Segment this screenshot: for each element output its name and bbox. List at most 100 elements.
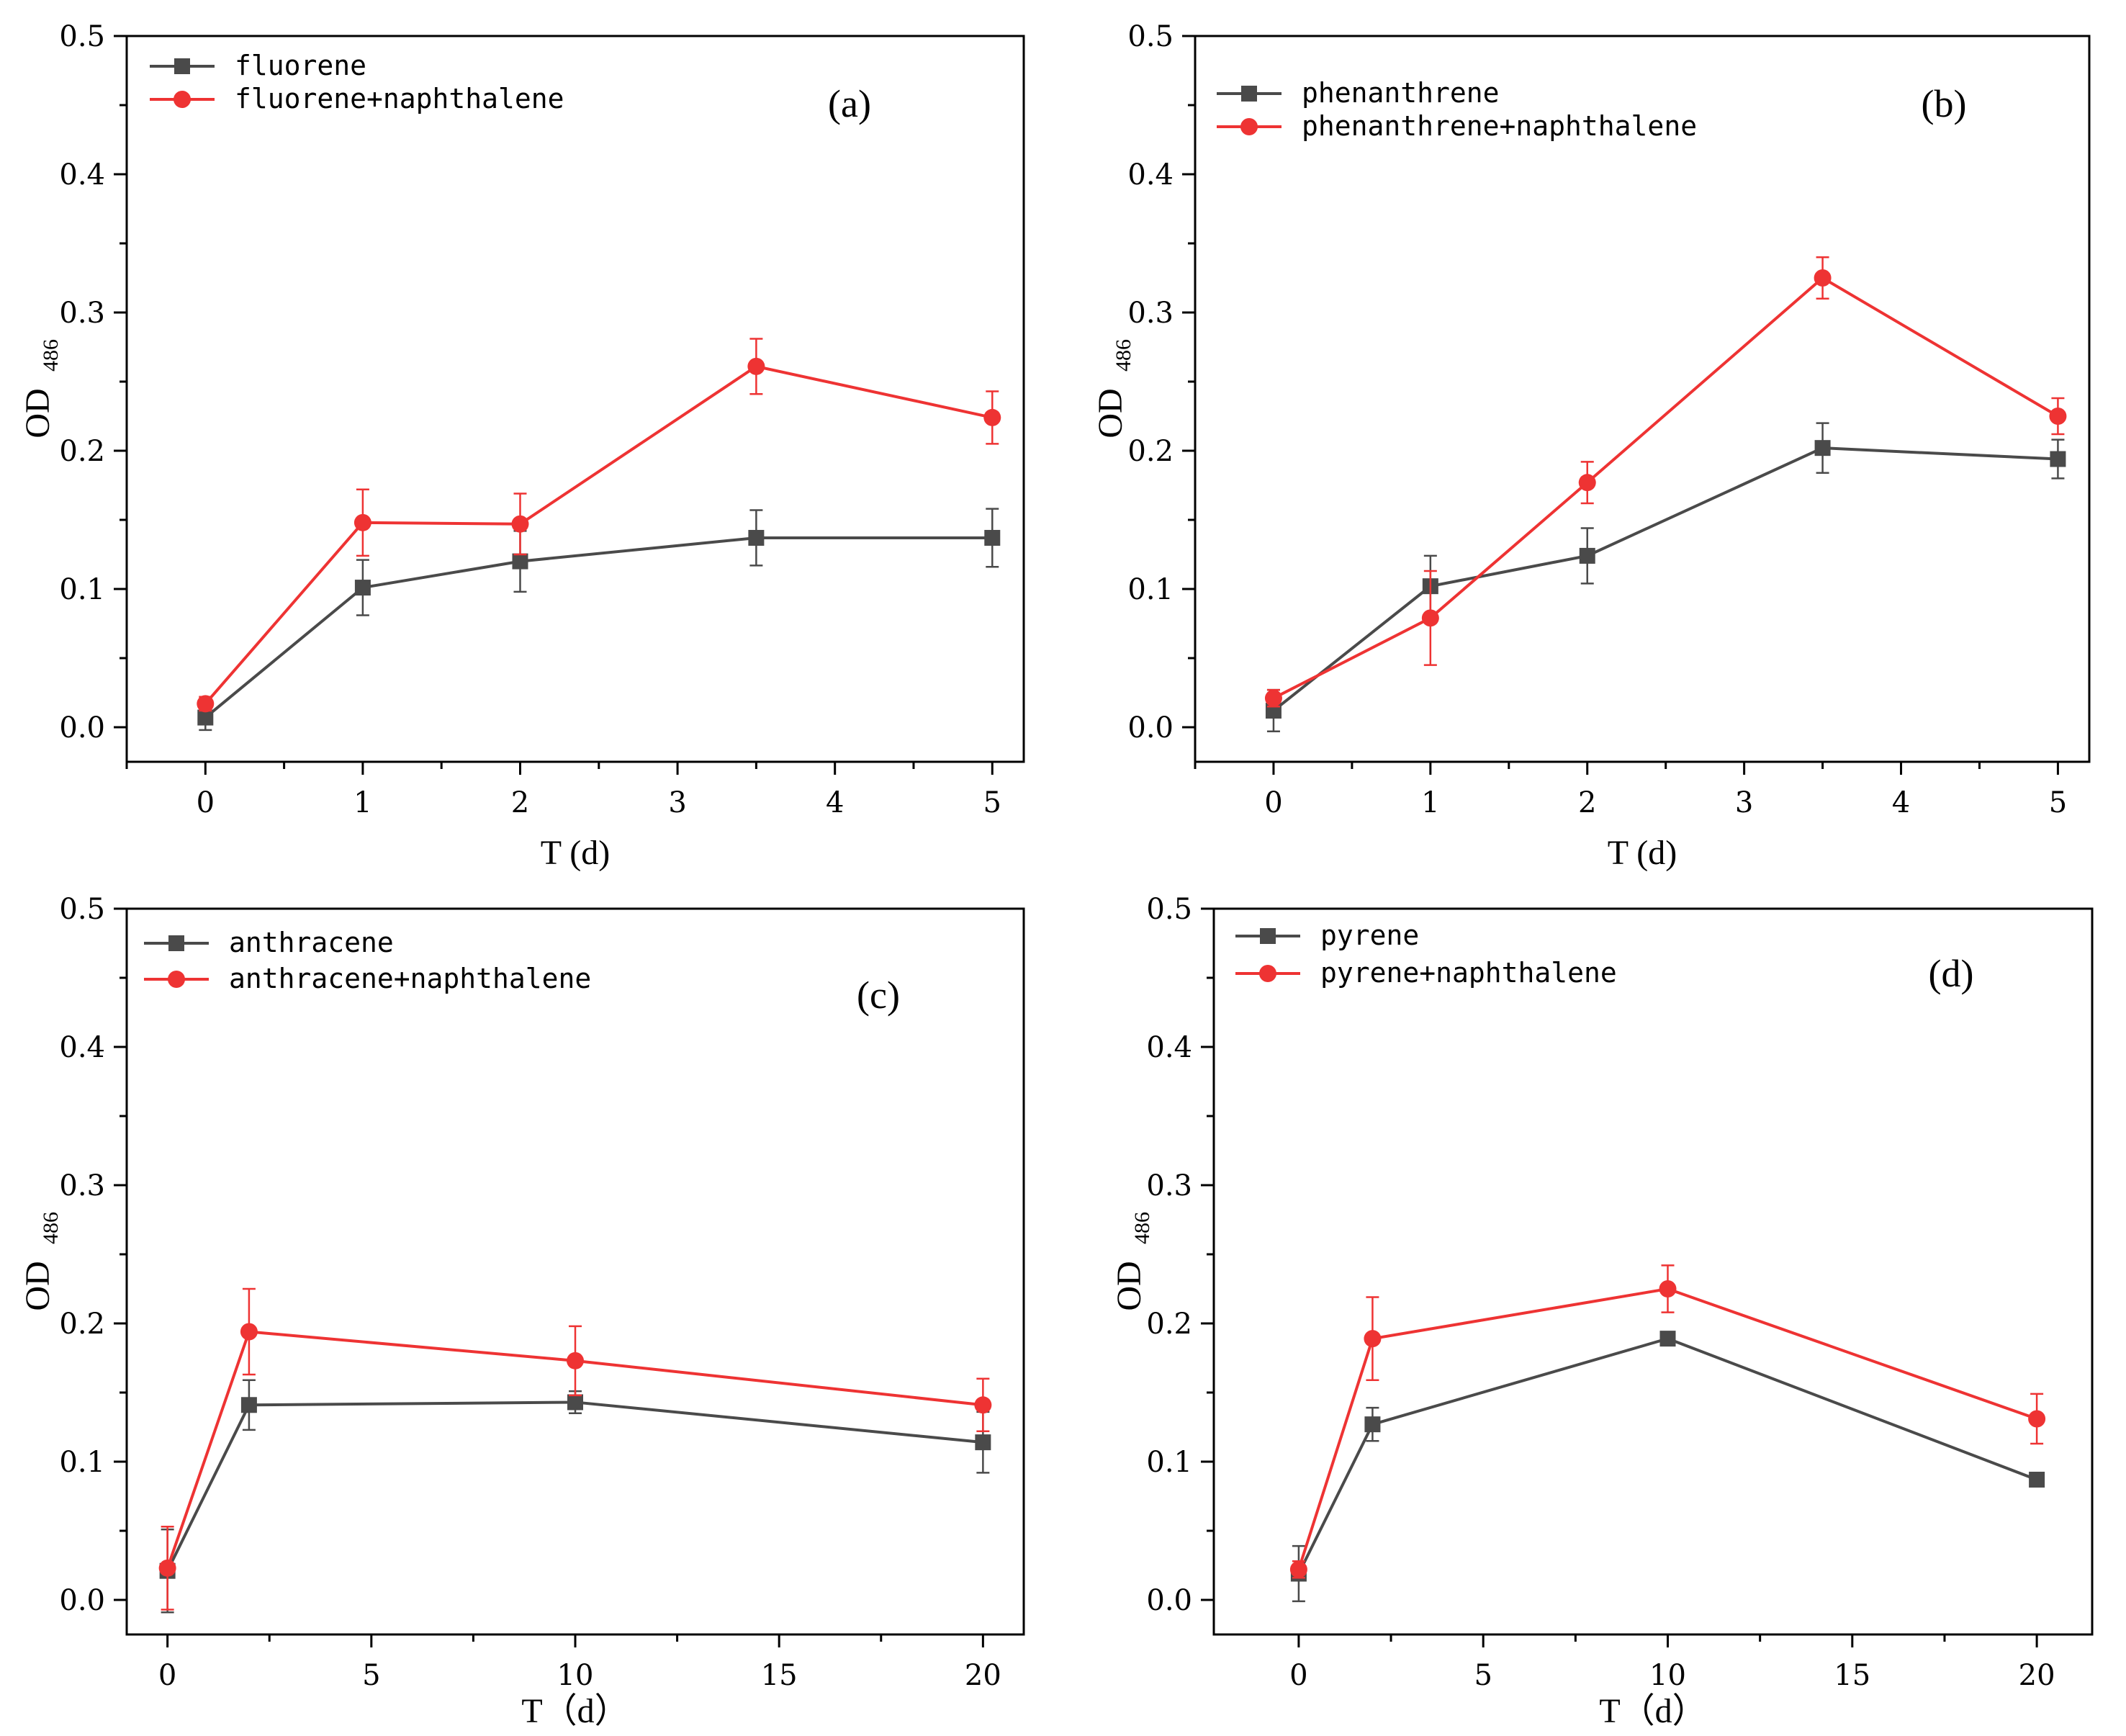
y-axis-title-subscript: 486 <box>1112 339 1135 372</box>
y-axis-title-subscript: 486 <box>1130 1212 1154 1244</box>
data-point <box>2049 408 2067 425</box>
plot-frame <box>125 907 1025 1636</box>
y-tick-label: 0.1 <box>59 1446 105 1479</box>
x-tick-label: 4 <box>1892 786 1910 819</box>
legend-label: phenanthrene+naphthalene <box>1302 110 1697 142</box>
y-axis-title-text: OD <box>19 388 57 438</box>
legend-label: pyrene <box>1320 919 1419 951</box>
series-0 <box>1265 422 2066 733</box>
y-tick-label: 0.3 <box>1127 297 1174 330</box>
data-point <box>240 1323 258 1341</box>
x-axis-title: T (d) <box>541 834 610 872</box>
data-point <box>1289 1560 1307 1578</box>
y-axis-title: OD 486 <box>19 339 63 439</box>
data-point <box>240 1397 257 1413</box>
series-0 <box>159 1379 991 1614</box>
data-point <box>1579 547 1595 564</box>
legend-label: phenanthrene <box>1302 77 1500 109</box>
y-tick-label: 0.4 <box>59 1031 105 1064</box>
x-tick-label: 10 <box>557 1659 594 1692</box>
y-axis-title-text: OD <box>1091 388 1130 438</box>
series-line <box>1272 446 2058 712</box>
y-tick-label: 0.4 <box>1127 158 1174 192</box>
legend-item: pyrene <box>1235 919 1419 951</box>
y-axis-title-subscript: 486 <box>39 339 63 372</box>
data-point <box>1659 1280 1677 1297</box>
y-tick-label: 0.0 <box>59 711 105 745</box>
legend-marker <box>168 935 184 951</box>
y-tick-label: 0.1 <box>1146 1446 1192 1479</box>
legend-label: fluorene+naphthalene <box>235 83 564 114</box>
x-tick-label: 5 <box>362 1659 380 1692</box>
y-axis-title-text: OD <box>1110 1261 1148 1310</box>
legend-label: pyrene+naphthalene <box>1320 957 1617 989</box>
series-1 <box>1289 1264 2046 1579</box>
chart-panel-c: 0.0 0.1 0.2 0.3 0.4 0.5 0 5 10 15 20 T（d） OD 486 (c) an… <box>19 893 1025 1730</box>
x-tick-label: 15 <box>1834 1659 1870 1692</box>
plot-frame <box>1212 907 2094 1636</box>
plot-frame <box>125 35 1025 763</box>
x-tick-label: 5 <box>2049 786 2067 819</box>
x-tick-label: 15 <box>761 1659 798 1692</box>
x-tick-label: 3 <box>668 786 686 819</box>
x-tick-label: 0 <box>1289 1659 1307 1692</box>
panel-label: (b) <box>1922 82 1967 125</box>
x-axis-title: T（d） <box>521 1692 629 1730</box>
series-0 <box>1290 1331 2045 1603</box>
series-1 <box>1264 256 2067 708</box>
y-tick-label: 0.2 <box>1127 435 1174 468</box>
data-point <box>1814 269 1832 287</box>
data-point <box>747 357 765 375</box>
y-tick-label: 0.0 <box>59 1584 105 1617</box>
x-tick-label: 1 <box>353 786 371 819</box>
legend-marker <box>168 971 185 988</box>
data-point <box>2028 1410 2046 1428</box>
data-point <box>158 1559 176 1577</box>
data-point <box>197 709 214 726</box>
legend-item: anthracene <box>144 927 394 958</box>
legend-marker <box>174 91 191 108</box>
x-axis-title: T (d) <box>1608 834 1677 872</box>
x-tick-label: 0 <box>158 1659 176 1692</box>
data-point <box>354 580 371 596</box>
legend-item: phenanthrene+naphthalene <box>1217 110 1697 142</box>
x-tick-label: 10 <box>1649 1659 1686 1692</box>
series-line <box>1297 1287 2037 1570</box>
x-tick-label: 0 <box>197 786 215 819</box>
data-point <box>567 1352 584 1370</box>
legend-label: fluorene <box>235 50 366 81</box>
x-tick-label: 20 <box>2019 1659 2055 1692</box>
legend-marker <box>1260 928 1276 944</box>
data-point <box>984 529 1001 546</box>
y-axis-title: OD 486 <box>1091 339 1135 439</box>
panel-label: (a) <box>828 82 871 125</box>
legend-item: pyrene+naphthalene <box>1235 957 1617 989</box>
data-point <box>1264 689 1282 707</box>
chart-panel-b: 0.0 0.1 0.2 0.3 0.4 0.5 0 1 2 3 4 5 T (d) OD 486 (b) phe… <box>1091 20 2091 872</box>
data-point <box>1364 1330 1382 1348</box>
data-point <box>1421 609 1439 627</box>
chart-panel-d: 0.0 0.1 0.2 0.3 0.4 0.5 0 5 10 15 20 T（d） OD 486 (d) py… <box>1110 893 2094 1730</box>
x-tick-label: 0 <box>1264 786 1282 819</box>
y-tick-label: 0.2 <box>59 435 105 468</box>
data-point <box>1659 1331 1676 1347</box>
series-1 <box>158 1287 992 1611</box>
chart-panel-a: 0.0 0.1 0.2 0.3 0.4 0.5 0 1 2 3 4 5 T (d) OD 486 (a) flu… <box>19 20 1025 872</box>
x-tick-label: 4 <box>826 786 844 819</box>
y-tick-label: 0.5 <box>59 893 105 926</box>
data-point <box>353 513 371 531</box>
x-tick-label: 5 <box>1474 1659 1492 1692</box>
data-point <box>567 1394 583 1411</box>
data-point <box>512 553 528 570</box>
x-tick-label: 3 <box>1735 786 1753 819</box>
data-point <box>197 695 215 713</box>
series-line <box>166 1330 983 1569</box>
y-tick-label: 0.0 <box>1127 711 1174 745</box>
series-line <box>204 536 993 719</box>
data-point <box>983 408 1001 426</box>
plot-frame <box>1194 35 2091 763</box>
x-tick-label: 1 <box>1421 786 1439 819</box>
y-tick-label: 0.0 <box>1146 1584 1192 1617</box>
series-line <box>204 364 993 705</box>
